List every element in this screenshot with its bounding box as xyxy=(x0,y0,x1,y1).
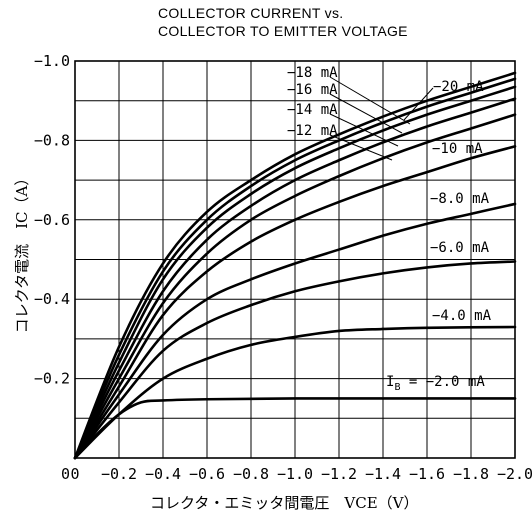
series-curve-1 xyxy=(73,325,517,460)
plot-frame xyxy=(74,60,516,459)
x-axis-ticks: 0 −0.2 −0.4 −0.6 −0.8 −1.0 −1.2 −1.4 −1.6 −1.8 −2.… xyxy=(61,465,532,483)
x-axis-title: コレクタ・エミッタ間電圧 VCE（V） xyxy=(150,494,419,512)
series-curve-5 xyxy=(73,113,517,460)
curve-labels: IB = −2.0 mA −4.0 mA −6.0 mA −8.0 mA −10 mA −… xyxy=(287,65,492,393)
leader-line-5 xyxy=(329,134,393,161)
series-label-4: −10 mA xyxy=(432,141,483,157)
x-tick-label-10: −2.0 xyxy=(497,465,532,483)
series-label-6: −14 mA xyxy=(287,102,338,118)
series-label-3: −8.0 mA xyxy=(430,191,490,207)
x-tick-label-1: −0.2 xyxy=(101,465,137,483)
series-label-8: −18 mA xyxy=(287,65,338,81)
series-label-9: −20 mA xyxy=(433,79,484,95)
series-label-0: IB = −2.0 mA xyxy=(386,374,485,393)
leader-line-7 xyxy=(329,93,403,134)
y-axis-title: コレクタ電流 IC（A） xyxy=(13,171,31,334)
chart-title: COLLECTOR CURRENT vs. COLLECTOR TO EMITT… xyxy=(158,5,408,39)
series-curve-2 xyxy=(73,260,517,460)
x-tick-label-7: −1.4 xyxy=(365,465,401,483)
leader-line-9 xyxy=(403,87,434,121)
x-tick-label-5: −1.0 xyxy=(277,465,313,483)
y-tick-label-4: −1.0 xyxy=(34,52,70,70)
curve-label-leaders xyxy=(329,76,434,161)
series-curve-9 xyxy=(73,71,517,460)
y-tick-label-0: −0.2 xyxy=(34,370,70,388)
y-axis-ticks: −0.2 −0.4 −0.6 −0.8 −1.0 xyxy=(34,52,70,388)
x-tick-label-0: 0 xyxy=(70,465,79,483)
series-label-5: −12 mA xyxy=(287,123,338,139)
y-tick-label-2: −0.6 xyxy=(34,211,70,229)
x-tick-label-8: −1.6 xyxy=(409,465,445,483)
leader-line-6 xyxy=(329,113,399,147)
plot-curves xyxy=(73,71,517,460)
series-curve-4 xyxy=(73,145,517,460)
series-label-1: −4.0 mA xyxy=(432,308,492,324)
series-label-2: −6.0 mA xyxy=(430,240,490,256)
series-curve-7 xyxy=(73,85,517,460)
x-tick-label-2: −0.4 xyxy=(145,465,181,483)
chart-title-line-2: COLLECTOR TO EMITTER VOLTAGE xyxy=(158,23,408,39)
x-tick-label-3: −0.6 xyxy=(189,465,225,483)
x-tick-label-4: −0.8 xyxy=(233,465,269,483)
leader-line-8 xyxy=(329,76,411,125)
chart-title-line-1: COLLECTOR CURRENT vs. xyxy=(158,5,343,21)
series-curve-8 xyxy=(73,77,517,460)
y-tick-label-3: −0.8 xyxy=(34,131,70,149)
series-curve-3 xyxy=(73,202,517,460)
series-curve-6 xyxy=(73,97,517,460)
origin-tick-label: 0 xyxy=(61,465,70,483)
x-tick-label-9: −1.8 xyxy=(453,465,489,483)
x-tick-label-6: −1.2 xyxy=(321,465,357,483)
y-tick-label-1: −0.4 xyxy=(34,290,70,308)
series-label-7: −16 mA xyxy=(287,82,338,98)
